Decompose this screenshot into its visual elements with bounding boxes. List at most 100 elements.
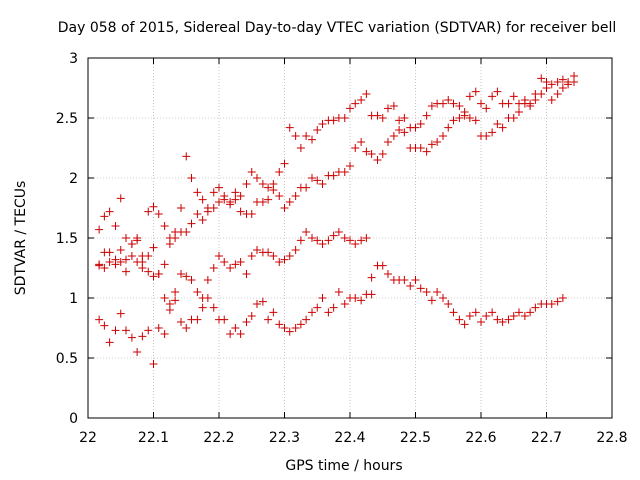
data-point-plus-marker xyxy=(105,258,114,266)
data-point-plus-marker xyxy=(482,312,491,320)
data-point-plus-marker xyxy=(553,90,562,98)
chart-title: Day 058 of 2015, Sidereal Day-to-day VTE… xyxy=(58,20,617,36)
x-tick-label: 22.3 xyxy=(269,430,300,446)
data-point-plus-marker xyxy=(165,306,174,314)
data-point-plus-marker xyxy=(439,99,448,108)
data-point-plus-marker xyxy=(449,116,458,125)
data-point-plus-marker xyxy=(351,294,360,302)
data-point-plus-marker xyxy=(433,138,442,146)
data-point-plus-marker xyxy=(416,144,425,152)
data-point-plus-marker xyxy=(318,240,327,248)
data-point-plus-marker xyxy=(493,315,502,324)
data-point-plus-marker xyxy=(215,183,223,192)
data-point-plus-marker xyxy=(121,267,130,276)
data-point-plus-marker xyxy=(275,320,284,329)
data-point-plus-marker xyxy=(340,114,349,122)
data-point-plus-marker xyxy=(116,194,125,203)
data-point-plus-marker xyxy=(400,114,409,122)
data-point-plus-marker xyxy=(433,288,442,296)
y-tick-label: 1.5 xyxy=(56,231,78,247)
data-point-plus-marker xyxy=(177,204,186,212)
data-point-plus-marker xyxy=(291,132,300,140)
data-point-plus-marker xyxy=(171,234,180,242)
data-point-plus-marker xyxy=(264,183,273,192)
data-point-plus-marker xyxy=(236,330,245,338)
data-point-plus-marker xyxy=(465,312,474,320)
data-point-plus-marker xyxy=(357,236,366,245)
data-point-plus-marker xyxy=(264,195,273,204)
data-point-plus-marker xyxy=(275,192,284,200)
data-point-plus-marker xyxy=(182,152,191,161)
data-point-plus-marker xyxy=(362,90,371,98)
y-tick-label: 0.5 xyxy=(56,351,78,367)
data-point-plus-marker xyxy=(121,255,130,264)
data-point-plus-marker xyxy=(264,248,273,257)
data-point-plus-marker xyxy=(144,267,153,276)
data-point-plus-marker xyxy=(439,132,448,140)
data-point-plus-marker xyxy=(340,168,349,176)
data-point-plus-marker xyxy=(493,87,502,96)
data-point-plus-marker xyxy=(509,312,518,320)
data-point-plus-marker xyxy=(455,114,464,122)
data-point-plus-marker xyxy=(160,222,169,230)
data-point-plus-marker xyxy=(367,150,376,158)
data-point-plus-marker xyxy=(514,308,523,317)
data-point-plus-marker xyxy=(547,96,556,104)
data-point-plus-marker xyxy=(389,132,398,140)
data-point-plus-marker xyxy=(105,207,114,216)
y-tick-label: 2.5 xyxy=(56,111,78,127)
y-tick-label: 0 xyxy=(69,411,78,427)
data-point-plus-marker xyxy=(285,123,294,132)
data-point-plus-marker xyxy=(203,276,212,284)
data-point-plus-marker xyxy=(351,144,360,152)
y-tick-label: 3 xyxy=(69,51,78,67)
data-point-plus-marker xyxy=(144,252,153,260)
data-point-plus-marker xyxy=(171,288,180,296)
data-point-plus-marker xyxy=(149,360,158,368)
data-point-plus-marker xyxy=(231,260,240,269)
x-tick-label: 22.4 xyxy=(334,430,365,446)
data-point-plus-marker xyxy=(220,195,229,204)
data-point-plus-marker xyxy=(416,120,425,128)
data-point-plus-marker xyxy=(340,234,349,242)
data-point-plus-marker xyxy=(100,264,109,272)
data-point-plus-marker xyxy=(509,114,518,122)
data-point-plus-marker xyxy=(329,171,338,180)
data-point-plus-marker xyxy=(160,330,169,338)
data-point-plus-marker xyxy=(193,210,202,218)
data-point-plus-marker xyxy=(422,288,431,296)
data-point-plus-marker xyxy=(493,120,502,128)
data-point-plus-marker xyxy=(280,324,289,332)
data-point-plus-marker xyxy=(95,315,104,324)
data-point-plus-marker xyxy=(242,270,251,278)
data-point-plus-marker xyxy=(395,116,404,125)
data-point-plus-marker xyxy=(383,270,392,278)
data-point-plus-marker xyxy=(252,174,261,182)
x-tick-label: 22 xyxy=(79,430,97,446)
data-point-plus-marker xyxy=(427,102,436,110)
data-point-plus-marker xyxy=(329,116,338,125)
data-point-plus-marker xyxy=(247,312,256,320)
data-point-plus-marker xyxy=(269,308,278,317)
x-axis-label: GPS time / hours xyxy=(285,458,402,474)
y-axis-label: SDTVAR / TECUs xyxy=(13,181,29,296)
data-point-plus-marker xyxy=(427,296,436,305)
data-point-plus-marker xyxy=(449,99,458,108)
data-point-plus-marker xyxy=(302,315,311,324)
data-point-plus-marker xyxy=(226,330,235,338)
data-point-plus-marker xyxy=(558,84,567,92)
data-point-plus-marker xyxy=(357,96,366,104)
data-point-plus-marker xyxy=(302,228,311,236)
data-point-plus-marker xyxy=(378,261,387,270)
x-tick-label: 22.7 xyxy=(531,430,562,446)
data-point-plus-marker xyxy=(329,303,338,312)
data-point-plus-marker xyxy=(226,200,235,209)
y-tick-label: 2 xyxy=(69,171,78,187)
data-point-plus-marker xyxy=(258,180,267,188)
data-point-plus-marker xyxy=(531,96,540,104)
data-point-plus-marker xyxy=(455,102,464,110)
data-point-plus-marker xyxy=(193,288,202,296)
data-point-plus-marker xyxy=(411,276,420,284)
data-point-plus-marker xyxy=(236,258,245,266)
